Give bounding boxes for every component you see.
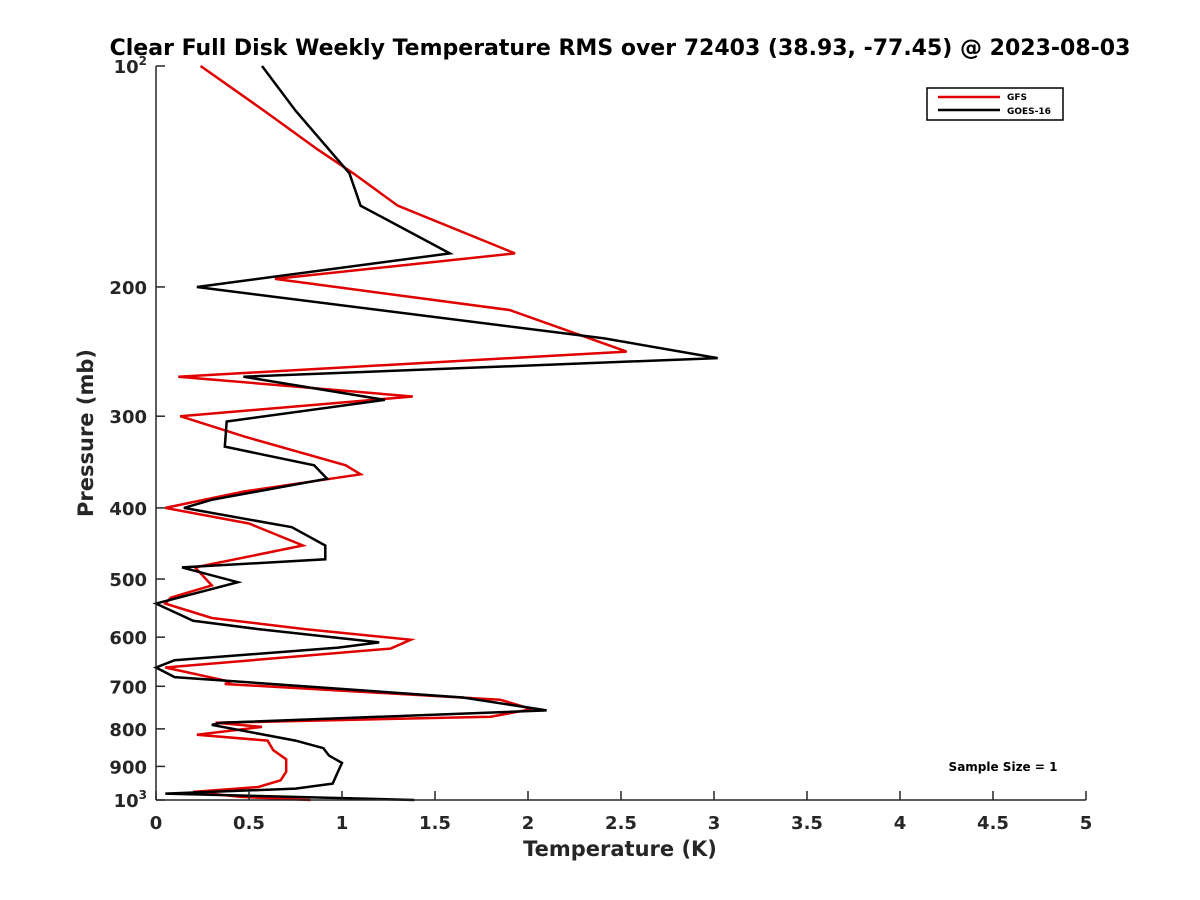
y-tick-label: 102 (114, 54, 147, 78)
sample-size-note: Sample Size = 1 (949, 760, 1058, 774)
legend-label-gfs: GFS (1007, 93, 1027, 103)
y-tick-label: 400 (109, 499, 147, 520)
x-tick-label: 1.5 (419, 813, 451, 834)
y-tick-label: 600 (109, 628, 147, 649)
y-tick-label: 103 (114, 788, 147, 812)
axes (155, 66, 1086, 801)
x-tick-label: 3 (708, 813, 721, 834)
y-tick-label: 700 (109, 677, 147, 698)
y-axis-label: Pressure (mb) (74, 349, 98, 517)
x-tick-label: 2.5 (605, 813, 637, 834)
legend-box (926, 87, 1064, 121)
x-tick-label: 3.5 (791, 813, 823, 834)
series-layer (152, 64, 718, 802)
x-tick-label: 4.5 (977, 813, 1009, 834)
x-axis-ticks: 0 0.5 1 1.5 2 2.5 3 3.5 4 4.5 5 (150, 791, 1093, 834)
series-line-goes-16 (152, 65, 718, 802)
x-tick-label: 4 (894, 813, 907, 834)
x-tick-label: 1 (336, 813, 349, 834)
series-line-gfs (163, 64, 628, 802)
chart-title: Clear Full Disk Weekly Temperature RMS o… (110, 36, 1131, 61)
y-axis-ticks: 102 200 300 400 500 600 700 800 900 103 (109, 54, 165, 812)
y-tick-label: 500 (109, 570, 147, 591)
x-axis-label: Temperature (K) (523, 837, 717, 861)
x-tick-label: 0 (150, 813, 163, 834)
y-tick-label: 900 (109, 757, 147, 778)
x-tick-label: 0.5 (233, 813, 265, 834)
x-tick-label: 2 (522, 813, 535, 834)
x-tick-label: 5 (1080, 813, 1093, 834)
legend-label-goes-16: GOES-16 (1007, 107, 1051, 117)
legend: GFS GOES-16 (926, 87, 1064, 121)
y-tick-label: 300 (109, 407, 147, 428)
y-tick-label: 800 (109, 720, 147, 741)
y-tick-label: 200 (109, 278, 147, 299)
